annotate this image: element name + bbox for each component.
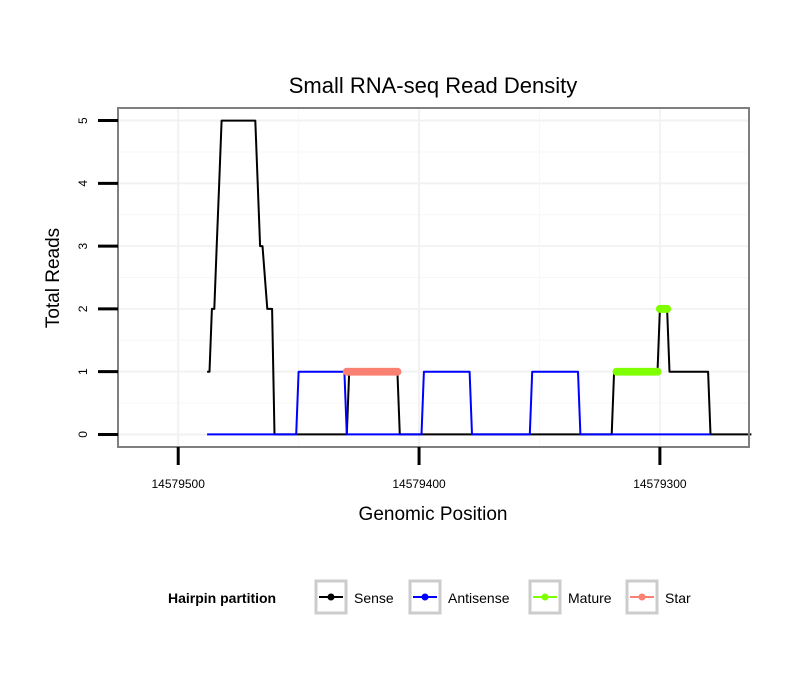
legend-key-point bbox=[421, 593, 429, 601]
y-tick-label: 5 bbox=[76, 117, 90, 124]
x-axis: 14579500 14579400 14579300 bbox=[152, 447, 687, 491]
legend-key-point bbox=[541, 593, 549, 601]
legend-label: Star bbox=[665, 590, 691, 606]
chart-title: Small RNA-seq Read Density bbox=[289, 73, 578, 98]
legend-title: Hairpin partition bbox=[168, 590, 276, 606]
y-tick-label: 0 bbox=[76, 431, 90, 438]
y-tick-label: 2 bbox=[76, 305, 90, 312]
x-axis-title: Genomic Position bbox=[359, 504, 508, 525]
legend-entry-star: Star bbox=[625, 579, 691, 615]
legend-key-point bbox=[638, 593, 646, 601]
y-axis: 0 1 2 3 4 5 bbox=[76, 117, 118, 438]
y-tick-label: 3 bbox=[76, 242, 90, 249]
legend-key-point bbox=[327, 593, 335, 601]
legend: Hairpin partition Sense Antisense Mature St… bbox=[168, 579, 691, 615]
series-line-antisense bbox=[207, 370, 711, 436]
legend-label: Mature bbox=[568, 590, 612, 606]
plot-panel-border bbox=[117, 107, 750, 448]
data-point-mature bbox=[663, 304, 672, 313]
legend-entry-antisense: Antisense bbox=[408, 579, 510, 615]
data-point-star bbox=[393, 367, 402, 376]
series-points-star bbox=[342, 367, 402, 376]
y-axis-title: Total Reads bbox=[43, 228, 64, 328]
legend-label: Antisense bbox=[448, 590, 510, 606]
series-layer bbox=[207, 119, 752, 436]
y-tick-label: 1 bbox=[76, 368, 90, 375]
legend-label: Sense bbox=[354, 590, 394, 606]
x-tick-label: 14579300 bbox=[633, 477, 687, 491]
x-tick-label: 14579400 bbox=[392, 477, 446, 491]
legend-entry-mature: Mature bbox=[528, 579, 612, 615]
y-tick-label: 4 bbox=[76, 180, 90, 187]
legend-entry-sense: Sense bbox=[314, 579, 394, 615]
x-tick-label: 14579500 bbox=[152, 477, 206, 491]
series-points-mature bbox=[612, 304, 672, 376]
data-point-mature bbox=[653, 367, 662, 376]
